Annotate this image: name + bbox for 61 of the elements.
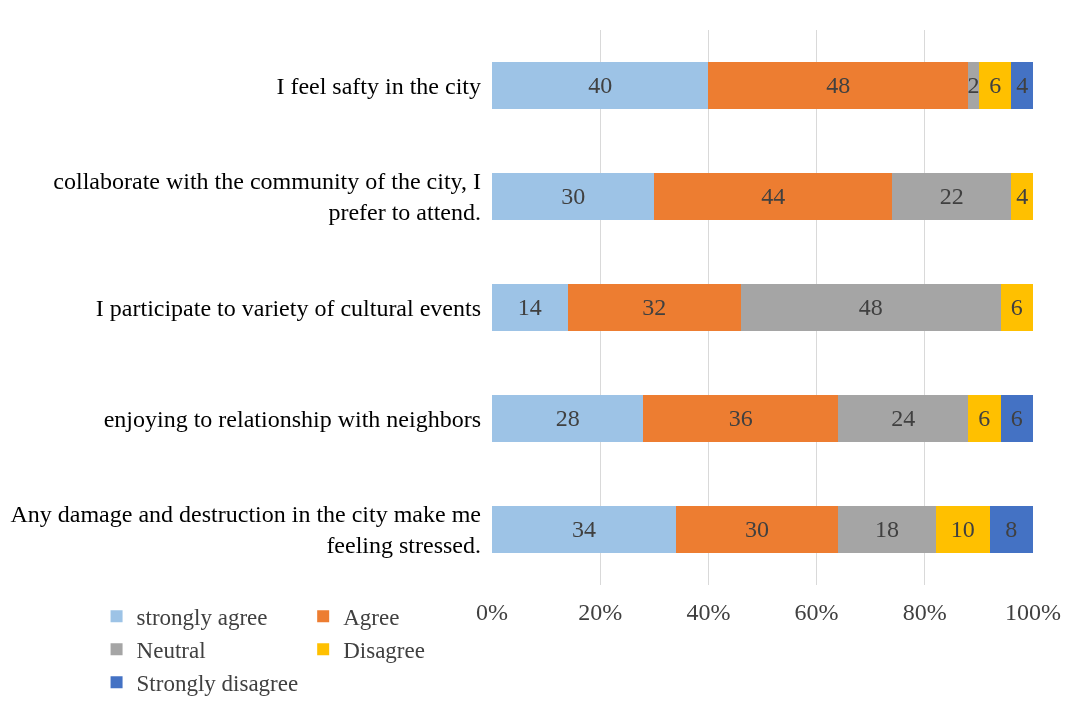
y-tick-label: collaborate with the community of the city, I prefer to attend. (53, 168, 481, 226)
data-label: 4 (1016, 183, 1029, 210)
bar (492, 395, 644, 442)
bar (740, 284, 1001, 331)
legend-label: Strongly disagree (136, 671, 299, 697)
data-label: 8 (1005, 516, 1018, 543)
y-tick-label: enjoying to relationship with neighbors (103, 405, 481, 432)
legend-label: Neutral (136, 638, 206, 664)
bar (708, 62, 969, 109)
x-tick-label: 40% (686, 598, 731, 625)
bar (643, 395, 839, 442)
data-label: 28 (555, 405, 580, 432)
data-label: 36 (728, 405, 753, 432)
bar (989, 506, 1033, 553)
bar (492, 173, 655, 220)
data-label: 48 (858, 294, 883, 321)
bar (838, 395, 969, 442)
y-tick-label: Any damage and destruction in the city make me feeling stressed. (10, 501, 481, 559)
legend-label: strongly agree (136, 605, 268, 631)
bar (838, 506, 936, 553)
bar (892, 173, 1012, 220)
bar (978, 62, 1012, 109)
data-label: 14 (517, 294, 542, 321)
data-label: 2 (967, 72, 980, 99)
y-tick-label: I feel safty in the city (276, 72, 481, 99)
bar (675, 506, 839, 553)
data-label: 4 (1016, 72, 1029, 99)
bar (935, 506, 990, 553)
x-tick-label: 60% (794, 598, 839, 625)
data-label: 44 (761, 183, 786, 210)
data-label: 6 (989, 72, 1002, 99)
x-tick-label: 0% (476, 598, 508, 625)
data-label: 30 (561, 183, 586, 210)
bar (1000, 284, 1033, 331)
data-label: 10 (950, 516, 975, 543)
data-label: 40 (588, 72, 613, 99)
data-label: 34 (571, 516, 596, 543)
bar (492, 506, 676, 553)
y-tick-label: I participate to variety of cultural events (95, 294, 481, 321)
x-tick-label: 80% (902, 598, 947, 625)
data-label: 24 (891, 405, 916, 432)
bar (1011, 173, 1033, 220)
data-label: 6 (978, 405, 991, 432)
data-label: 18 (874, 516, 899, 543)
x-tick-label: 20% (578, 598, 623, 625)
bar (654, 173, 893, 220)
bar (1011, 62, 1033, 109)
data-label: 48 (826, 72, 851, 99)
bar (492, 62, 709, 109)
data-label: 32 (642, 294, 667, 321)
bar (567, 284, 741, 331)
data-label: 30 (745, 516, 770, 543)
legend-label: Agree (343, 605, 400, 631)
data-label: 6 (1010, 294, 1023, 321)
bar (1000, 395, 1033, 442)
legend-label: Disagree (343, 638, 425, 664)
data-label: 6 (1010, 405, 1023, 432)
bar (492, 284, 568, 331)
bar (968, 395, 1001, 442)
data-label: 22 (939, 183, 964, 210)
x-tick-label: 100% (1005, 598, 1061, 625)
